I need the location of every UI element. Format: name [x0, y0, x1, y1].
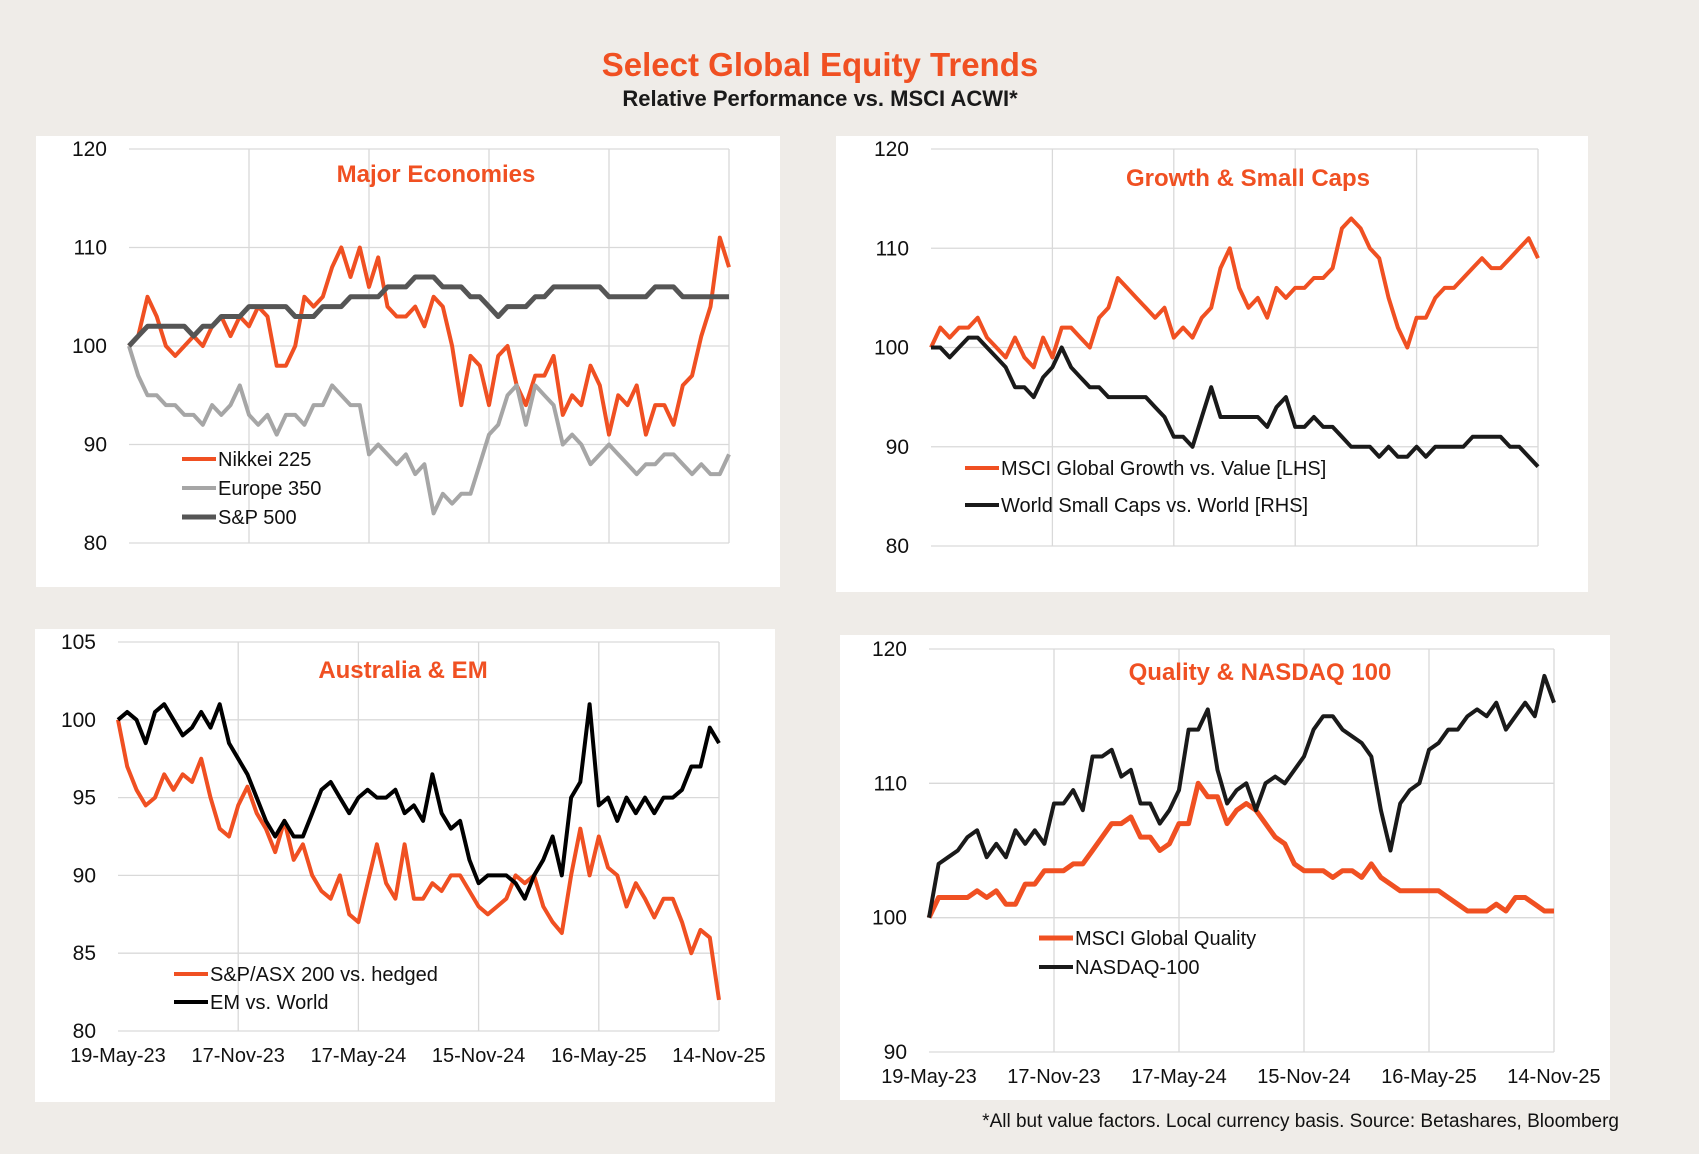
y-tick-label: 80: [886, 535, 909, 558]
chart-panel-quality-nasdaq: 90 100 110 120 19-May-23 17-Nov-23 17-May-24 15…: [840, 635, 1610, 1100]
chart-title: Major Economies: [337, 161, 536, 188]
chart-panel-growth-small-caps: 80 90 100 110 120 Growth & Small Caps MSCI Glo…: [836, 136, 1588, 592]
y-tick-label: 90: [73, 864, 96, 887]
x-tick-label: 19-May-23: [70, 1045, 166, 1067]
y-tick-label: 105: [61, 631, 96, 654]
series-line-s-p-asx-200-vs-hedged: [116, 719, 721, 1001]
legend-item-s-p-500: S&P 500: [182, 507, 297, 529]
x-tick-label: 17-Nov-23: [1007, 1066, 1100, 1088]
y-tick-label: 90: [84, 434, 107, 457]
legend-item-msci-global-growth-vs-value-lhs: MSCI Global Growth vs. Value [LHS]: [965, 458, 1326, 480]
legend-label: S&P 500: [218, 507, 297, 529]
legend-label: NASDAQ-100: [1075, 957, 1200, 979]
chart-title: Quality & NASDAQ 100: [1129, 659, 1392, 686]
x-tick-label: 19-May-23: [881, 1066, 977, 1088]
legend-label: MSCI Global Quality: [1075, 928, 1256, 950]
series-line-msci-global-quality: [926, 780, 1554, 919]
y-tick-label: 80: [84, 532, 107, 555]
legend-label: EM vs. World: [210, 992, 329, 1014]
y-tick-label: 120: [872, 638, 907, 661]
x-tick-label: 14-Nov-25: [672, 1045, 765, 1067]
series-line-world-small-caps-vs-world-rhs: [931, 335, 1540, 468]
legend-item-europe-350: Europe 350: [182, 478, 321, 500]
y-tick-label: 100: [874, 337, 909, 360]
y-tick-label: 120: [874, 138, 909, 161]
legend-label: World Small Caps vs. World [RHS]: [1001, 495, 1308, 517]
chart-panel-australia-em: 80 85 90 95 100 105 19-May-23 17-Nov-23 17-May-2…: [35, 629, 775, 1102]
y-tick-label: 110: [874, 772, 907, 795]
legend-label: S&P/ASX 200 vs. hedged: [210, 964, 438, 986]
series-line-nasdaq-100: [927, 673, 1556, 919]
legend-item-nikkei-225: Nikkei 225: [182, 449, 311, 471]
y-tick-label: 90: [884, 1041, 907, 1064]
y-tick-label: 110: [74, 237, 107, 260]
chart-title: Growth & Small Caps: [1126, 165, 1370, 192]
chart-svg: 80 85 90 95 100 105 19-May-23 17-Nov-23 17-May-2…: [61, 631, 766, 1067]
legend-item-msci-global-quality: MSCI Global Quality: [1039, 928, 1256, 950]
legend-item-s-p-asx-200-vs-hedged: S&P/ASX 200 vs. hedged: [174, 964, 438, 986]
chart-title: Australia & EM: [318, 657, 487, 684]
series-line-s-p-500: [127, 274, 729, 348]
x-tick-label: 15-Nov-24: [1257, 1066, 1350, 1088]
series-line-em-vs-world: [116, 702, 721, 901]
legend-item-nasdaq-100: NASDAQ-100: [1039, 957, 1200, 979]
x-tick-label: 17-May-24: [1131, 1066, 1227, 1088]
y-tick-label: 100: [872, 907, 907, 930]
legend-item-world-small-caps-vs-world-rhs: World Small Caps vs. World [RHS]: [965, 495, 1308, 517]
series-line-nikkei-225: [127, 235, 731, 437]
x-tick-label: 16-May-25: [1381, 1066, 1477, 1088]
series-line-msci-global-growth-vs-value-lhs: [929, 216, 1540, 370]
chart-svg: 80 90 100 110 120 Growth & Small Caps MSCI Glo…: [874, 138, 1540, 558]
y-tick-label: 120: [72, 138, 107, 161]
series-line-europe-350: [127, 345, 731, 516]
y-tick-label: 110: [876, 237, 909, 260]
x-tick-label: 17-Nov-23: [192, 1045, 285, 1067]
legend-label: MSCI Global Growth vs. Value [LHS]: [1001, 458, 1326, 480]
chart-svg: 90 100 110 120 19-May-23 17-Nov-23 17-May-24 15…: [872, 638, 1601, 1088]
legend-item-em-vs-world: EM vs. World: [174, 992, 329, 1014]
source-footnote: *All but value factors. Local currency b…: [982, 1111, 1619, 1132]
x-tick-label: 17-May-24: [311, 1045, 407, 1067]
x-tick-label: 15-Nov-24: [432, 1045, 525, 1067]
y-tick-label: 95: [73, 787, 96, 810]
y-tick-label: 80: [73, 1020, 96, 1043]
chart-svg: 80 90 100 110 120 Major Economies Nikkei 225 Eu…: [72, 138, 731, 555]
y-tick-label: 85: [73, 942, 96, 965]
y-tick-label: 100: [72, 335, 107, 358]
chart-panel-major-economies: 80 90 100 110 120 Major Economies Nikkei 225 Eu…: [36, 136, 780, 587]
y-tick-label: 90: [886, 436, 909, 459]
page-title: Select Global Equity Trends: [601, 46, 1039, 83]
y-tick-label: 100: [61, 709, 96, 732]
legend-label: Nikkei 225: [218, 449, 311, 471]
legend-label: Europe 350: [218, 478, 321, 500]
x-tick-label: 14-Nov-25: [1507, 1066, 1600, 1088]
page-subtitle: Relative Performance vs. MSCI ACWI*: [622, 86, 1018, 111]
x-tick-label: 16-May-25: [551, 1045, 647, 1067]
